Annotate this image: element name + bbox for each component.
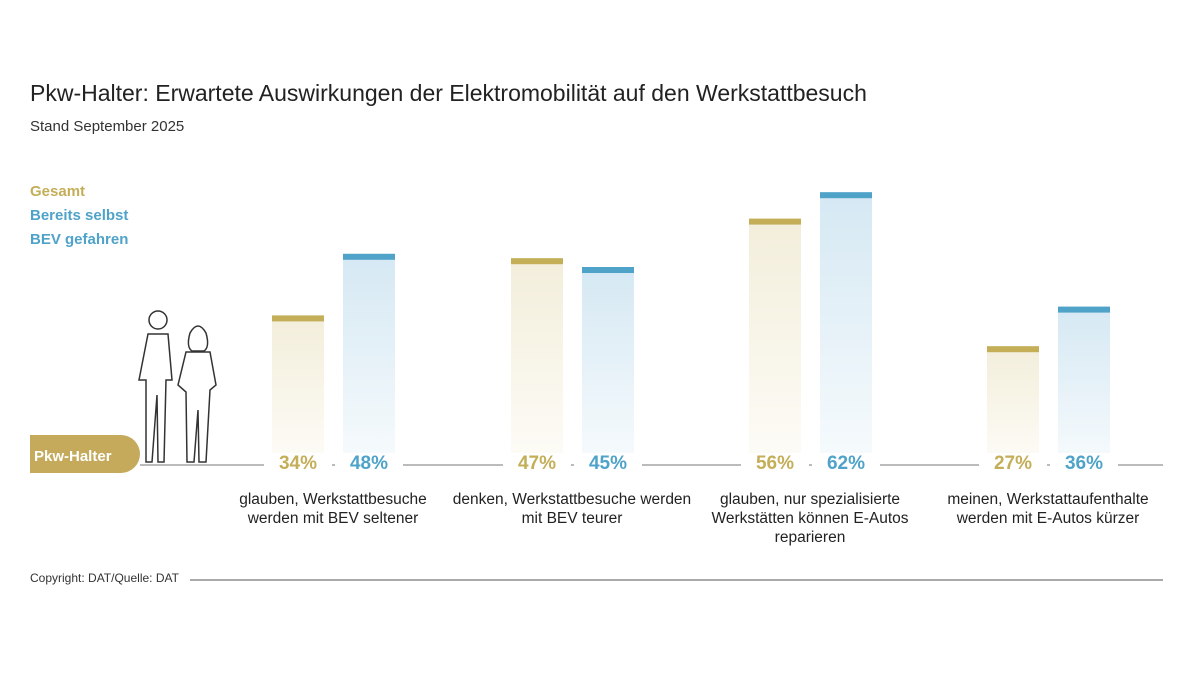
bar	[749, 218, 801, 465]
label-bg	[335, 453, 403, 477]
bar-cap	[511, 258, 563, 265]
bar	[582, 267, 634, 465]
value-label: 48%	[350, 453, 388, 474]
bar	[820, 192, 872, 465]
label-bg	[1050, 453, 1118, 477]
x-tick-label: denken, Werkstattbesuche werden mit BEV …	[452, 491, 692, 527]
x-tick-label: meinen, Werkstattaufenthalte werden mit …	[947, 491, 1149, 527]
bar-cap	[987, 346, 1039, 353]
source: Copyright: DAT/Quelle: DAT	[30, 571, 179, 585]
group-badge: Pkw-Halter	[30, 435, 140, 473]
value-label: 56%	[756, 453, 794, 474]
bar	[272, 315, 324, 465]
bar	[511, 258, 563, 465]
bar	[1058, 306, 1110, 465]
bar-cap	[582, 267, 634, 273]
value-label: 62%	[827, 453, 865, 474]
label-bg	[264, 453, 332, 477]
value-label: 47%	[518, 453, 556, 474]
bar	[987, 346, 1039, 465]
label-bg	[812, 453, 880, 477]
legend-entry: Bereits selbst BEV gefahren	[30, 207, 129, 248]
label-bg	[574, 453, 642, 477]
bar-cap	[343, 253, 395, 260]
value-label: 36%	[1065, 453, 1103, 474]
value-label: 27%	[994, 453, 1032, 474]
label-bg	[741, 453, 809, 477]
bar	[343, 253, 395, 465]
x-tick-label: glauben, nur spezialisierte Werkstätten …	[711, 491, 909, 546]
bar-cap	[1058, 306, 1110, 313]
label-bg	[503, 453, 571, 477]
chart-title: Pkw-Halter: Erwartete Auswirkungen der E…	[30, 80, 867, 106]
bar-cap	[749, 218, 801, 225]
bar-cap	[272, 315, 324, 322]
value-label: 34%	[279, 453, 317, 474]
legend-entry: Gesamt	[30, 183, 86, 200]
bar-cap	[820, 192, 872, 199]
people-illustration	[138, 310, 217, 463]
x-tick-label: glauben, Werkstattbesuche werden mit BEV…	[239, 491, 427, 527]
value-label: 45%	[589, 453, 627, 474]
label-bg	[979, 453, 1047, 477]
chart-subtitle: Stand September 2025	[30, 118, 185, 135]
